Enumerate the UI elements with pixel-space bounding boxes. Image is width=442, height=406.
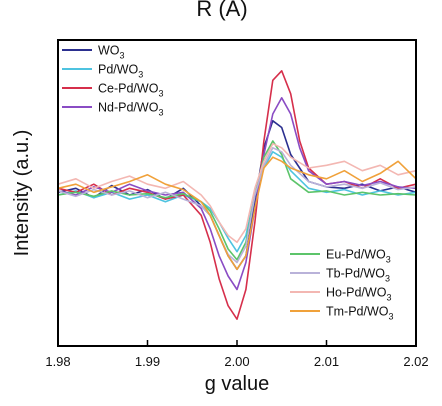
legend-label-main: Tb-Pd/WO [326, 267, 385, 281]
series-line-7 [57, 156, 417, 271]
series-line-4 [57, 140, 417, 261]
legend-label-main: Nd-Pd/WO [98, 101, 159, 115]
legend-label-0: WO3 [98, 44, 125, 61]
legend-label-sub: 3 [120, 51, 125, 61]
legend-label-sub: 3 [138, 70, 143, 80]
legend-label-7: Tm-Pd/WO3 [326, 305, 394, 322]
x-tick-label: 2.01 [314, 354, 339, 369]
series-line-5 [57, 147, 417, 264]
x-tick-label: 2.02 [403, 354, 428, 369]
legend-label-sub: 3 [385, 274, 390, 284]
legend: WO3Pd/WO3Ce-Pd/WO3Nd-Pd/WO3Eu-Pd/WO3Tb-P… [62, 44, 394, 322]
legend-label-sub: 3 [158, 108, 163, 118]
series-line-6 [57, 142, 417, 244]
legend-label-3: Nd-Pd/WO3 [98, 101, 163, 118]
legend-label-sub: 3 [386, 293, 391, 303]
series-line-3 [57, 97, 417, 291]
series-lines [57, 70, 417, 320]
chart-top-title: R (A) [196, 0, 247, 21]
legend-label-main: Pd/WO [98, 63, 139, 77]
legend-label-main: Tm-Pd/WO [326, 305, 389, 319]
legend-label-main: Eu-Pd/WO [326, 248, 386, 262]
legend-label-main: Ho-Pd/WO [326, 286, 387, 300]
legend-label-5: Tb-Pd/WO3 [326, 267, 390, 284]
legend-label-4: Eu-Pd/WO3 [326, 248, 391, 265]
series-line-1 [57, 151, 417, 253]
legend-label-sub: 3 [386, 255, 391, 265]
legend-label-main: Ce-Pd/WO [98, 82, 159, 96]
legend-label-sub: 3 [389, 312, 394, 322]
x-tick-label: 1.98 [45, 354, 70, 369]
x-tick-label: 1.99 [135, 354, 160, 369]
legend-label-2: Ce-Pd/WO3 [98, 82, 163, 99]
legend-label-sub: 3 [158, 89, 163, 99]
x-axis-label: g value [205, 373, 270, 395]
x-tick-label: 2.00 [224, 354, 249, 369]
y-axis-label: Intensity (a.u.) [11, 130, 33, 257]
legend-label-1: Pd/WO3 [98, 63, 143, 80]
legend-label-6: Ho-Pd/WO3 [326, 286, 391, 303]
x-axis-ticks: 1.98 1.99 2.00 2.01 2.02 [45, 340, 429, 369]
legend-label-main: WO [98, 44, 120, 58]
